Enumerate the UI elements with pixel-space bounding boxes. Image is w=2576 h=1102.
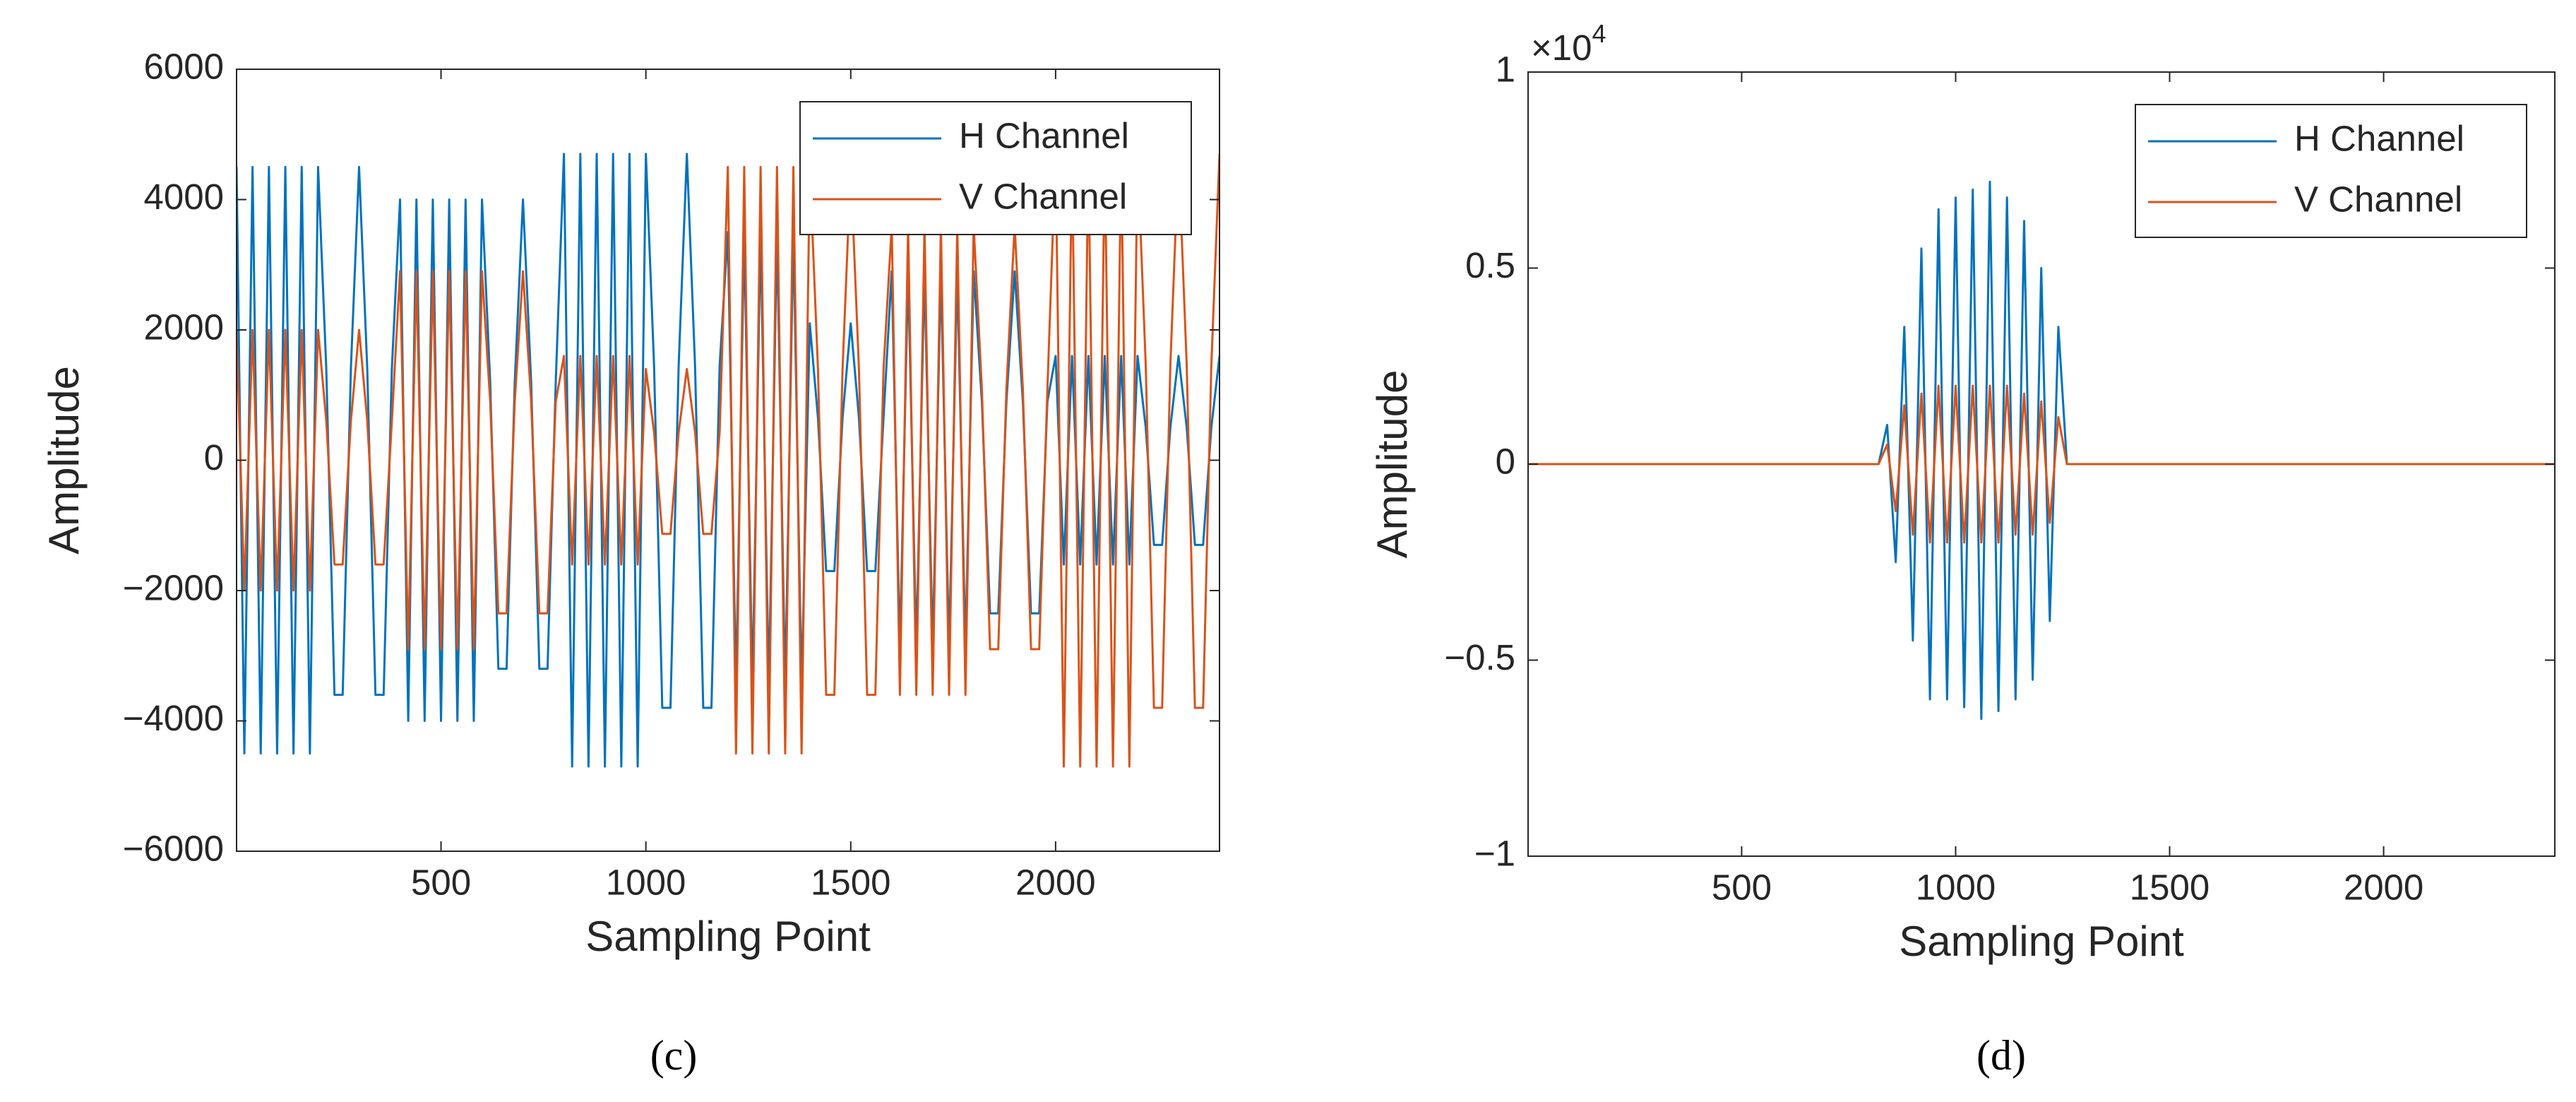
x-tick-label: 1500 [811, 862, 890, 902]
y-axis-label: Amplitude [40, 366, 88, 555]
y-tick-label: −0.5 [1444, 637, 1515, 677]
x-tick-label: 500 [1712, 867, 1772, 907]
y-tick-label: 4000 [144, 177, 224, 217]
x-axis-label: Sampling Point [585, 913, 871, 960]
legend-box [799, 101, 1192, 235]
subplot: 500 1000 1500 2000 −1 −0.5 0 0.5 1 ×104 Sampling P… [1368, 19, 2556, 1079]
y-tick-label: −1 [1474, 833, 1515, 873]
y-multiplier-base: ×10 [1531, 28, 1592, 68]
legend-label: V Channel [959, 176, 1127, 216]
y-tick-label: 1 [1496, 49, 1515, 89]
legend: H Channel V Channel [2135, 104, 2527, 238]
x-tick-label: 2000 [1015, 862, 1095, 902]
x-tick-label: 1500 [2130, 867, 2210, 907]
x-axis-label: Sampling Point [1899, 918, 2184, 965]
x-tick-label: 1000 [1916, 867, 1996, 907]
plot-area [1528, 180, 2555, 721]
y-tick-label: 0 [204, 437, 224, 478]
subplot: 500 1000 1500 2000 −6000 −4000 −2000 0 2000 4000 6… [40, 46, 1220, 1079]
series-line [1528, 384, 2555, 544]
legend-label: H Channel [959, 115, 1129, 155]
x-tick-label: 1000 [606, 862, 686, 902]
y-multiplier-exponent: 4 [1592, 19, 1606, 48]
caption: (d) [1976, 1032, 2026, 1079]
y-axis-label: Amplitude [1368, 370, 1416, 559]
legend-label: V Channel [2294, 179, 2462, 219]
y-tick-label: −4000 [123, 698, 224, 738]
y-tick-label: 6000 [144, 46, 224, 86]
y-tick-label: −6000 [123, 828, 224, 868]
y-tick-label: 0 [1496, 441, 1515, 481]
y-multiplier: ×104 [1531, 19, 1606, 69]
x-tick-label: 2000 [2344, 867, 2423, 907]
legend-label: H Channel [2294, 118, 2464, 158]
x-tick-label: 500 [411, 862, 471, 902]
y-tick-label: −2000 [123, 567, 224, 608]
legend-box [2135, 104, 2527, 238]
y-tick-label: 0.5 [1465, 245, 1515, 285]
legend: H Channel V Channel [799, 101, 1192, 235]
y-tick-label: 2000 [144, 307, 224, 347]
caption: (c) [650, 1032, 698, 1079]
